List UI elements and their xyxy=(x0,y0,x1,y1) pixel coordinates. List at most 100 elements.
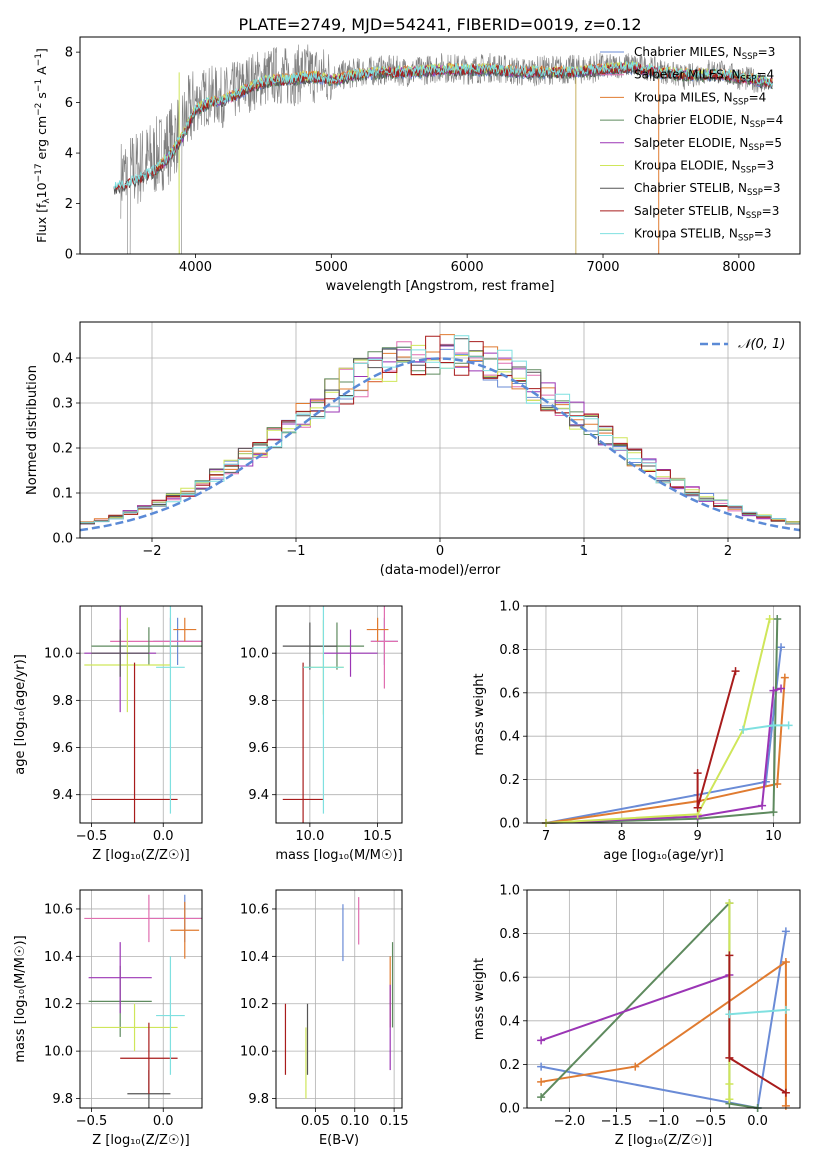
model-spectrum-line xyxy=(113,60,774,190)
mass-weight-point xyxy=(739,725,748,734)
x-tick-label: −2.0 xyxy=(554,1114,586,1129)
mass-weight-point xyxy=(725,899,734,908)
y-axis-label-part: 10 xyxy=(34,182,49,198)
y-tick-label: 0.4 xyxy=(499,730,520,745)
x-axis-label: Z [log₁₀(Z/Z☉)] xyxy=(92,848,189,863)
legend-sub: SSP xyxy=(750,120,766,130)
y-tick-label: 9.8 xyxy=(248,1092,269,1107)
y-axis-label: mass weight xyxy=(472,673,487,755)
mass-weight-point xyxy=(725,1010,734,1019)
legend-entry: Kroupa MILES, NSSP=4 xyxy=(634,90,766,107)
x-tick-label: −2 xyxy=(142,544,161,559)
legend-name: Kroupa STELIB, N xyxy=(634,227,738,241)
x-axis-label: wavelength [Angstrom, rest frame] xyxy=(326,279,555,294)
y-tick-label: 10.2 xyxy=(44,997,73,1012)
y-tick-label: 0 xyxy=(65,248,73,263)
x-tick-label: 0.10 xyxy=(340,1114,369,1129)
legend-entry: Chabrier ELODIE, NSSP=4 xyxy=(634,113,783,130)
mass-weight-line xyxy=(540,959,787,1106)
y-axis-label-part: ] xyxy=(34,48,49,53)
x-tick-label: 0.0 xyxy=(153,1114,174,1129)
legend-name: Chabrier MILES, N xyxy=(634,45,742,59)
y-axis-label-part: −2 xyxy=(34,103,44,116)
mass-weight-point xyxy=(765,615,774,624)
legend-entry: Chabrier MILES, NSSP=3 xyxy=(634,45,775,62)
y-tick-label: 0.4 xyxy=(499,1014,520,1029)
legend-entry: Kroupa STELIB, NSSP=3 xyxy=(634,227,772,244)
y-tick-label: 1.0 xyxy=(499,600,520,615)
plot-area xyxy=(80,334,800,532)
y-tick-label: 4 xyxy=(65,147,73,162)
x-axis-label: E(B-V) xyxy=(319,1133,359,1148)
mass-weight-line xyxy=(545,677,786,824)
y-axis-label: age [log₁₀(age/yr)] xyxy=(13,654,28,775)
x-tick-label: 10.0 xyxy=(295,829,324,844)
legend-name: Salpeter MILES, N xyxy=(634,68,741,82)
y-tick-label: 0.1 xyxy=(52,487,73,502)
mass-vs-metallicity-panel: −0.5 0.0 9.8 10.0 10.2 10.4 10.6 Z [log₁₀(Z/Z☉)… xyxy=(13,889,203,1148)
legend-value: =3 xyxy=(758,45,776,59)
mass-weight-point xyxy=(769,721,778,730)
mass-weight-point xyxy=(537,1036,546,1045)
legend-sub: SSP xyxy=(738,234,754,244)
age-vs-mass-panel: 10.0 10.5 9.4 9.6 9.8 10.0 mass [log₁₀(M/M☉)] xyxy=(240,605,403,863)
mass-weight-point xyxy=(537,1093,546,1102)
x-axis-label: (data-model)/error xyxy=(380,563,501,578)
x-tick-label: −0.5 xyxy=(76,829,108,844)
mass-weight-point xyxy=(780,673,789,682)
mass-weight-line xyxy=(540,974,730,1042)
mass-weight-point xyxy=(781,1005,790,1014)
y-axis-label: mass [log₁₀(M/M☉)] xyxy=(13,935,28,1062)
mass-weight-point xyxy=(761,777,770,786)
y-axis-label-part: s xyxy=(34,92,49,103)
y-axis-label: Normed distribution xyxy=(25,365,40,495)
legend-name: Chabrier STELIB, N xyxy=(634,181,747,195)
x-tick-label: −1.0 xyxy=(648,1114,680,1129)
y-tick-label: 10.0 xyxy=(44,647,73,662)
y-tick-label: 0.6 xyxy=(499,971,520,986)
y-tick-label: 9.4 xyxy=(52,788,73,803)
legend-sub: SSP xyxy=(741,166,757,176)
x-axis-label: Z [log₁₀(Z/Z☉)] xyxy=(92,1133,189,1148)
figure-title: PLATE=2749, MJD=54241, FIBERID=0019, z=0… xyxy=(238,15,641,34)
y-tick-label: 0.2 xyxy=(499,1058,520,1073)
y-tick-label: 10.4 xyxy=(44,950,73,965)
legend-entry: Salpeter ELODIE, NSSP=5 xyxy=(634,136,782,153)
residuals-panel: −2 −1 0 1 2 0.0 0.1 0.2 0.3 0.4 (data-model)/error… xyxy=(25,321,801,578)
x-tick-label: 2 xyxy=(724,544,732,559)
legend-name: Salpeter STELIB, N xyxy=(634,204,746,218)
x-tick-label: −1 xyxy=(286,544,305,559)
y-tick-label: 0.8 xyxy=(499,927,520,942)
y-axis-label-part: Flux [f xyxy=(34,203,49,243)
normal-curve xyxy=(80,357,800,532)
y-tick-label: 10.0 xyxy=(44,1045,73,1060)
x-tick-label: 7 xyxy=(542,829,550,844)
x-tick-label: 0.0 xyxy=(747,1114,768,1129)
y-axis-label: mass weight xyxy=(472,958,487,1040)
legend-value: =4 xyxy=(766,113,784,127)
y-tick-label: 0.0 xyxy=(499,817,520,832)
x-tick-label: 5000 xyxy=(315,260,348,275)
legend-value: =3 xyxy=(756,159,774,173)
mass-weight-point xyxy=(725,951,734,960)
x-tick-label: 10.5 xyxy=(363,829,392,844)
y-tick-label: 8 xyxy=(65,46,73,61)
mass-weight-point xyxy=(781,1101,790,1110)
y-tick-label: 0.2 xyxy=(499,773,520,788)
y-axis-label-part: −1 xyxy=(34,53,44,66)
y-tick-label: 9.8 xyxy=(52,1092,73,1107)
mass-weight-point xyxy=(731,667,740,676)
mass-weight-point xyxy=(784,721,793,730)
x-tick-label: 7000 xyxy=(586,260,619,275)
y-tick-label: 1.0 xyxy=(499,884,520,899)
plot-area xyxy=(84,606,202,823)
legend-sub: SSP xyxy=(733,97,749,107)
mass-weight-point xyxy=(537,1077,546,1086)
plot-area xyxy=(282,606,398,823)
y-tick-label: 10.0 xyxy=(240,1045,269,1060)
x-tick-label: −1.5 xyxy=(601,1114,633,1129)
x-tick-label: −0.5 xyxy=(695,1114,727,1129)
legend-name: Kroupa MILES, N xyxy=(634,90,733,104)
axes-frame xyxy=(79,36,801,255)
